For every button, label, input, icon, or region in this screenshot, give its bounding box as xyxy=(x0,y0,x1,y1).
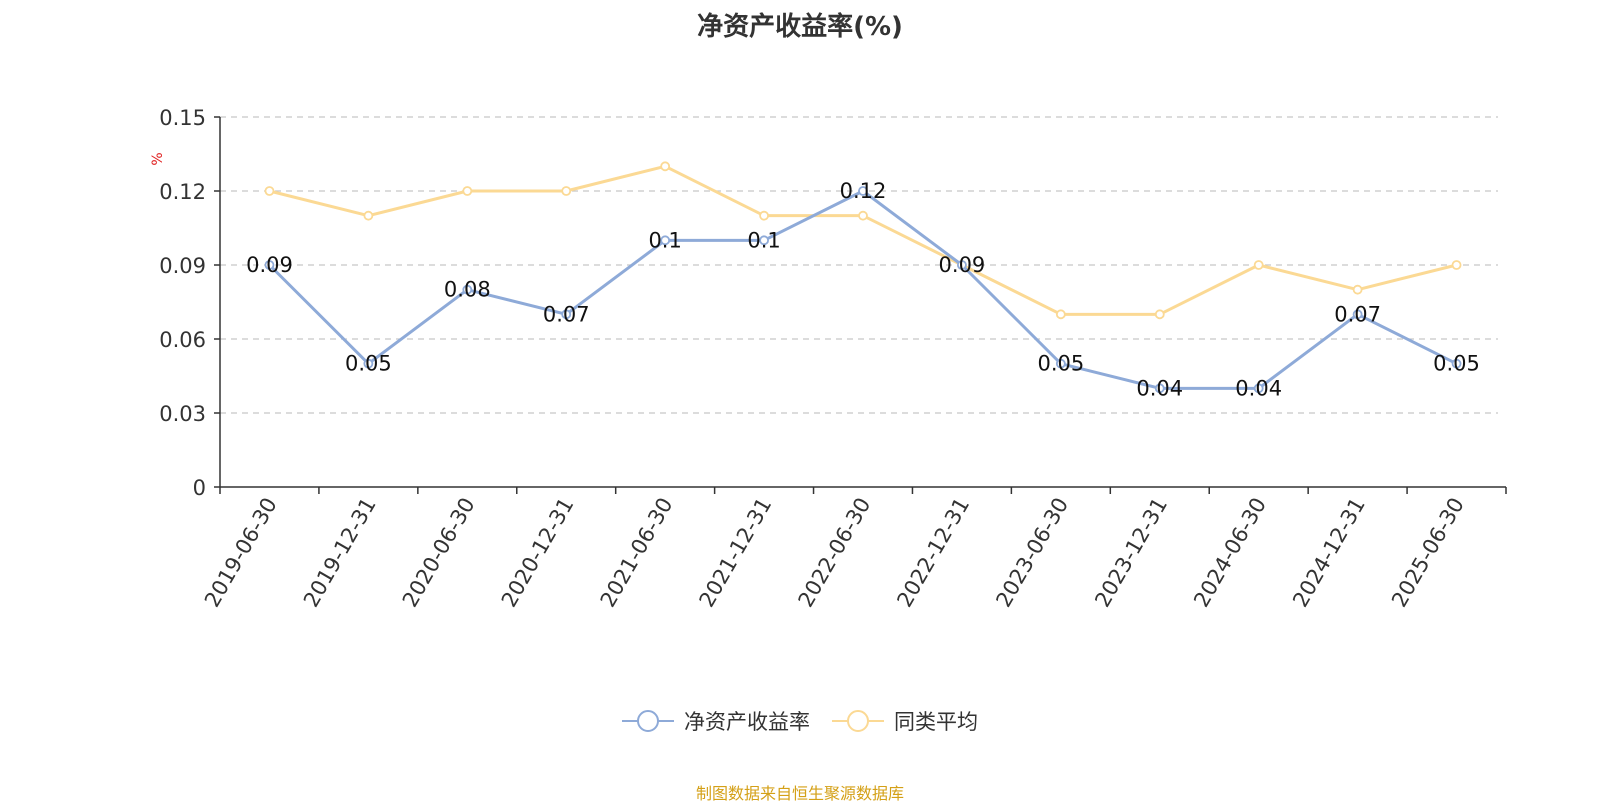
data-label: 0.07 xyxy=(1334,302,1381,326)
x-tick-label: 2021-06-30 xyxy=(596,494,678,612)
data-point-0 xyxy=(462,284,473,295)
source-note: 制图数据来自恒生聚源数据库 xyxy=(695,784,904,803)
y-tick-label: 0.03 xyxy=(159,402,206,426)
legend-roe-line-icon xyxy=(622,710,674,732)
data-point-0 xyxy=(1451,358,1462,369)
data-point-1 xyxy=(1055,309,1066,320)
data-label: 0.09 xyxy=(246,253,293,277)
x-tick-label: 2020-06-30 xyxy=(398,494,480,612)
data-point-1 xyxy=(264,186,275,196)
data-point-1 xyxy=(1253,260,1264,270)
data-label: 0.05 xyxy=(1037,352,1084,376)
data-point-1 xyxy=(759,210,769,221)
x-tick-label: 2019-06-30 xyxy=(200,494,282,612)
data-point-1 xyxy=(1352,284,1363,295)
data-point-0 xyxy=(1253,383,1264,394)
data-point-0 xyxy=(1055,358,1066,369)
data-point-0 xyxy=(363,358,374,369)
y-tick-label: 0 xyxy=(193,476,206,500)
data-point-0 xyxy=(264,260,275,270)
x-tick-label: 2021-12-31 xyxy=(695,494,777,612)
x-tick-label: 2024-06-30 xyxy=(1189,494,1271,612)
data-point-0 xyxy=(1154,383,1165,394)
data-point-1 xyxy=(1451,260,1462,270)
data-label: 0.07 xyxy=(543,302,590,326)
data-point-0 xyxy=(561,309,572,320)
data-point-1 xyxy=(660,161,671,172)
y-axis-label: % xyxy=(150,152,166,165)
x-tick-label: 2022-06-30 xyxy=(794,494,876,612)
data-point-1 xyxy=(363,210,374,221)
legend-item-roe[interactable]: 净资产收益率 xyxy=(622,706,810,736)
data-label: 0.12 xyxy=(840,179,887,203)
x-tick-label: 2023-06-30 xyxy=(991,494,1073,612)
x-tick-label: 2023-12-31 xyxy=(1090,494,1172,612)
y-tick-label: 0.09 xyxy=(159,254,206,278)
data-label: 0.09 xyxy=(939,253,986,277)
data-label: 0.1 xyxy=(747,228,780,252)
data-point-1 xyxy=(858,210,868,221)
data-point-1 xyxy=(561,186,572,196)
data-point-0 xyxy=(858,186,868,196)
data-label: 0.05 xyxy=(1433,352,1480,376)
chart-title: 净资产收益率(%) xyxy=(697,12,903,42)
legend: 净资产收益率 同类平均 xyxy=(0,706,1600,736)
y-tick-label: 0.12 xyxy=(159,180,206,204)
x-tick-label: 2022-12-31 xyxy=(892,494,974,612)
data-label: 0.1 xyxy=(648,228,681,252)
legend-peer-line-icon xyxy=(832,710,884,732)
data-point-0 xyxy=(957,260,967,270)
data-point-1 xyxy=(1154,309,1165,320)
x-tick-label: 2024-12-31 xyxy=(1288,494,1370,612)
x-tick-label: 2025-06-30 xyxy=(1387,494,1469,612)
y-tick-label: 0.15 xyxy=(159,106,206,130)
data-point-1 xyxy=(462,186,473,196)
y-tick-label: 0.06 xyxy=(159,328,206,352)
x-tick-label: 2020-12-31 xyxy=(497,494,579,612)
data-point-0 xyxy=(1352,309,1363,320)
data-label: 0.05 xyxy=(345,352,392,376)
legend-roe-label: 净资产收益率 xyxy=(684,710,810,734)
legend-item-peer-average[interactable]: 同类平均 xyxy=(832,706,978,736)
data-label: 0.08 xyxy=(444,278,491,302)
x-tick-label: 2019-12-31 xyxy=(299,494,381,612)
data-point-0 xyxy=(759,235,769,246)
data-point-0 xyxy=(660,235,671,246)
data-label: 0.04 xyxy=(1235,376,1282,400)
legend-peer-label: 同类平均 xyxy=(894,710,978,734)
data-label: 0.04 xyxy=(1136,376,1183,400)
